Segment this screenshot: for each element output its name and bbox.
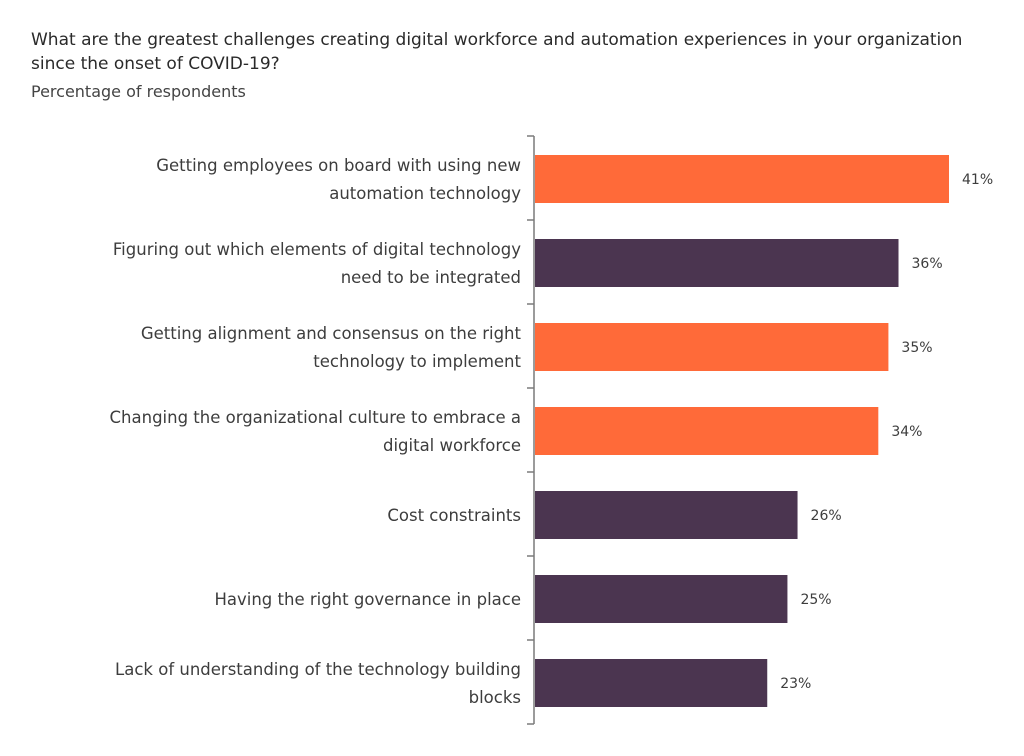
category-label: Getting employees on board with using ne… bbox=[156, 156, 521, 175]
bar bbox=[535, 575, 788, 623]
category-label: technology to implement bbox=[313, 352, 521, 371]
category-label: digital workforce bbox=[383, 436, 521, 455]
bar bbox=[535, 239, 899, 287]
category-label: automation technology bbox=[329, 184, 521, 203]
data-label: 41% bbox=[962, 172, 993, 188]
chart-title: What are the greatest challenges creatin… bbox=[31, 30, 963, 74]
category-label: blocks bbox=[469, 688, 521, 707]
data-label: 25% bbox=[800, 592, 831, 608]
chart-subtitle: Percentage of respondents bbox=[31, 82, 246, 101]
category-label: Figuring out which elements of digital t… bbox=[113, 240, 521, 259]
category-label: Lack of understanding of the technology … bbox=[115, 660, 521, 679]
bar bbox=[535, 659, 768, 707]
data-label: 36% bbox=[912, 256, 943, 272]
data-label: 35% bbox=[901, 340, 932, 356]
bar bbox=[535, 155, 949, 203]
data-label: 23% bbox=[780, 676, 811, 692]
category-label: Changing the organizational culture to e… bbox=[110, 408, 521, 427]
bar bbox=[535, 491, 798, 539]
category-label: need to be integrated bbox=[341, 268, 521, 287]
data-label: 26% bbox=[811, 508, 842, 524]
bar bbox=[535, 407, 879, 455]
data-label: 34% bbox=[891, 424, 922, 440]
category-label: Cost constraints bbox=[387, 506, 521, 525]
bar bbox=[535, 323, 889, 371]
category-label: Getting alignment and consensus on the r… bbox=[141, 324, 522, 343]
category-label: Having the right governance in place bbox=[214, 590, 521, 609]
